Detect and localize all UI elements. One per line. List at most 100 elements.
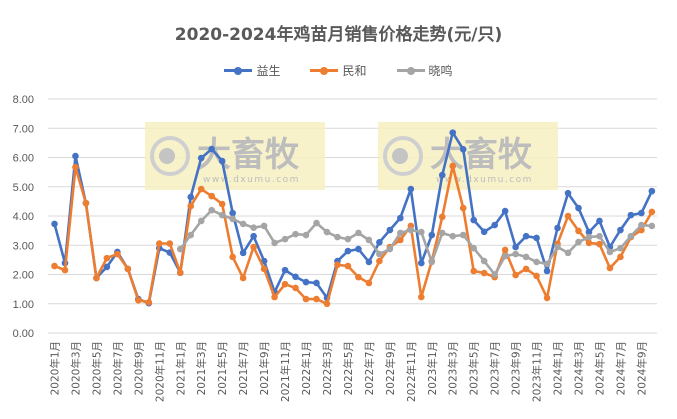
data-point[interactable] <box>208 145 215 153</box>
data-point[interactable] <box>334 261 341 269</box>
data-point[interactable] <box>627 211 635 219</box>
data-point[interactable] <box>386 245 394 253</box>
data-point[interactable] <box>239 249 247 257</box>
legend-item-yisheng[interactable]: 益生 <box>224 62 280 79</box>
data-point[interactable] <box>281 266 289 274</box>
data-point[interactable] <box>365 236 373 244</box>
data-point[interactable] <box>606 264 614 272</box>
data-point[interactable] <box>512 271 519 279</box>
data-point[interactable] <box>617 253 624 261</box>
data-point[interactable] <box>575 227 582 235</box>
data-point[interactable] <box>218 157 226 165</box>
data-point[interactable] <box>533 258 540 266</box>
data-point[interactable] <box>187 193 195 201</box>
data-point[interactable] <box>135 296 142 304</box>
data-point[interactable] <box>166 240 174 247</box>
data-point[interactable] <box>585 233 593 241</box>
data-point[interactable] <box>82 199 90 207</box>
data-point[interactable] <box>302 231 310 239</box>
data-point[interactable] <box>51 220 58 228</box>
data-point[interactable] <box>480 228 488 236</box>
data-point[interactable] <box>522 232 530 240</box>
data-point[interactable] <box>355 229 362 237</box>
data-point[interactable] <box>292 284 299 292</box>
data-point[interactable] <box>61 266 69 274</box>
data-point[interactable] <box>575 204 582 212</box>
data-point[interactable] <box>51 262 58 270</box>
data-point[interactable] <box>554 224 561 232</box>
data-point[interactable] <box>543 294 551 302</box>
data-point[interactable] <box>176 245 184 253</box>
data-point[interactable] <box>103 254 111 262</box>
data-point[interactable] <box>313 279 320 287</box>
data-point[interactable] <box>197 217 205 225</box>
data-point[interactable] <box>564 212 572 220</box>
data-point[interactable] <box>156 240 163 247</box>
data-point[interactable] <box>459 204 467 212</box>
data-point[interactable] <box>197 185 205 193</box>
data-point[interactable] <box>344 262 352 270</box>
data-point[interactable] <box>480 257 488 265</box>
data-point[interactable] <box>239 220 247 228</box>
data-point[interactable] <box>376 239 383 246</box>
data-point[interactable] <box>302 295 310 303</box>
data-point[interactable] <box>72 152 79 160</box>
data-point[interactable] <box>585 239 593 247</box>
data-point[interactable] <box>323 228 331 236</box>
data-point[interactable] <box>596 240 603 248</box>
data-point[interactable] <box>355 273 362 281</box>
data-point[interactable] <box>281 280 289 288</box>
data-point[interactable] <box>208 206 215 214</box>
data-point[interactable] <box>229 209 236 217</box>
data-point[interactable] <box>218 200 226 208</box>
data-point[interactable] <box>501 252 509 260</box>
data-point[interactable] <box>187 202 195 210</box>
data-point[interactable] <box>271 293 278 301</box>
data-point[interactable] <box>449 162 457 170</box>
data-point[interactable] <box>313 219 320 227</box>
data-point[interactable] <box>491 271 498 278</box>
data-point[interactable] <box>470 267 478 275</box>
data-point[interactable] <box>564 249 572 257</box>
data-point[interactable] <box>522 253 530 261</box>
data-point[interactable] <box>438 171 446 179</box>
data-point[interactable] <box>459 146 467 153</box>
data-point[interactable] <box>292 273 299 281</box>
data-point[interactable] <box>365 279 373 287</box>
data-point[interactable] <box>585 228 593 236</box>
data-point[interactable] <box>397 214 404 222</box>
data-point[interactable] <box>386 226 394 234</box>
data-point[interactable] <box>292 230 299 238</box>
data-point[interactable] <box>250 224 257 231</box>
data-point[interactable] <box>533 234 540 242</box>
data-point[interactable] <box>355 245 362 253</box>
data-point[interactable] <box>491 221 498 229</box>
data-point[interactable] <box>187 231 195 239</box>
data-point[interactable] <box>543 260 551 268</box>
data-point[interactable] <box>617 244 624 252</box>
data-point[interactable] <box>239 274 247 282</box>
data-point[interactable] <box>564 189 572 197</box>
data-point[interactable] <box>103 263 111 271</box>
data-point[interactable] <box>543 267 551 275</box>
data-point[interactable] <box>596 217 603 225</box>
data-point[interactable] <box>376 257 383 265</box>
data-point[interactable] <box>344 235 352 243</box>
data-point[interactable] <box>229 253 236 261</box>
data-point[interactable] <box>575 238 582 246</box>
data-point[interactable] <box>176 269 184 277</box>
data-point[interactable] <box>208 192 215 200</box>
data-point[interactable] <box>302 278 310 286</box>
data-point[interactable] <box>250 232 257 240</box>
data-point[interactable] <box>638 209 645 217</box>
data-point[interactable] <box>522 265 530 273</box>
data-point[interactable] <box>470 244 478 252</box>
data-point[interactable] <box>397 236 404 244</box>
data-point[interactable] <box>260 265 268 273</box>
data-point[interactable] <box>428 231 436 239</box>
data-point[interactable] <box>313 295 320 303</box>
data-point[interactable] <box>397 229 404 237</box>
data-point[interactable] <box>281 235 289 243</box>
data-point[interactable] <box>428 258 436 266</box>
legend-item-xiaoming[interactable]: 晓鸣 <box>396 62 453 79</box>
